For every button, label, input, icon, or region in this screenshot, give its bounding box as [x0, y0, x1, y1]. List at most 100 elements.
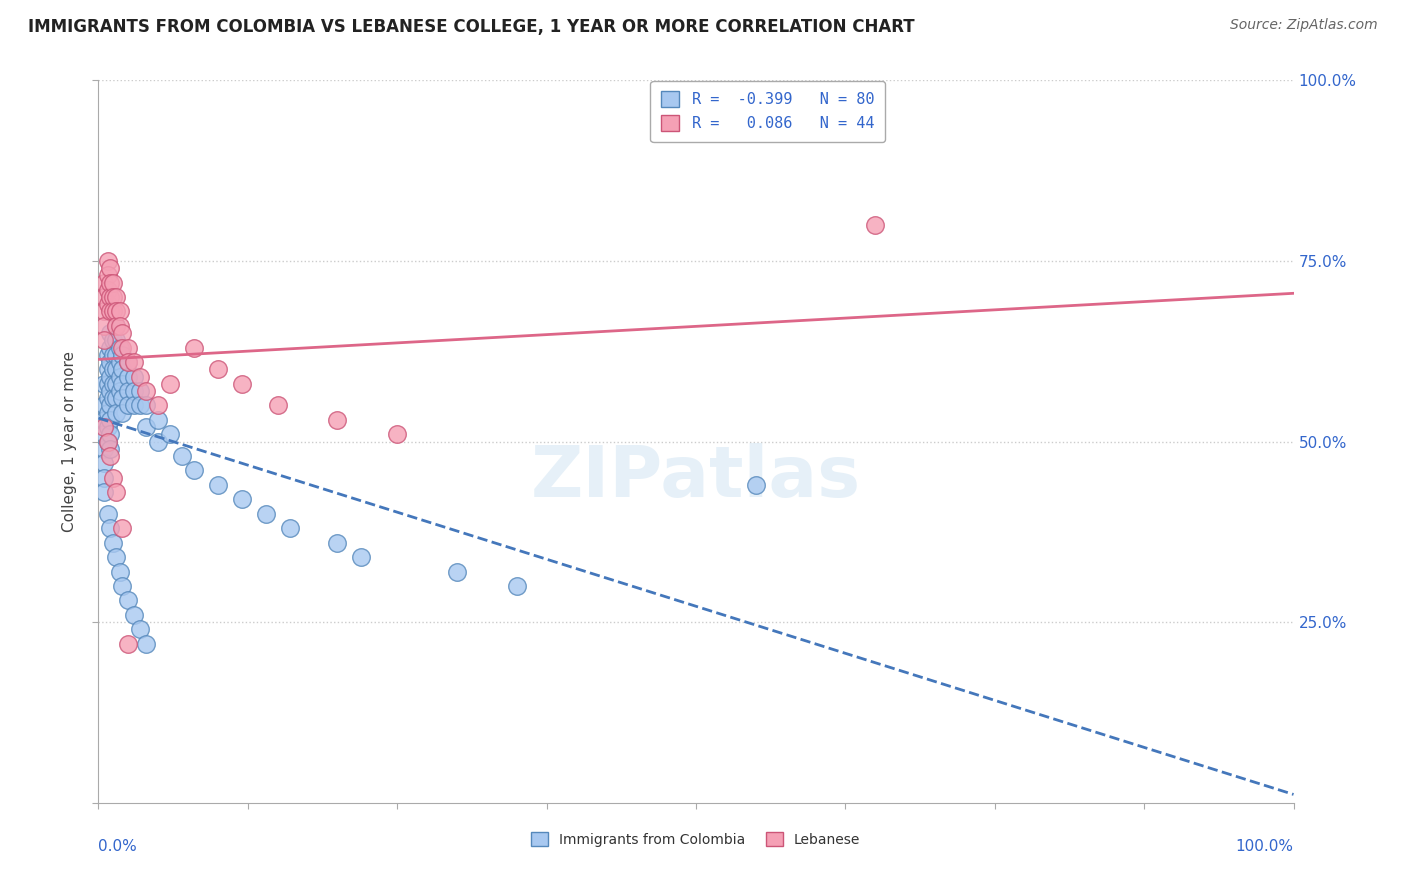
Point [117, 384, 139, 398]
Text: ZIPatlas: ZIPatlas [531, 443, 860, 512]
Point [93, 304, 115, 318]
Point [97, 268, 120, 283]
Y-axis label: College, 1 year or more: College, 1 year or more [62, 351, 77, 532]
Point [93, 470, 115, 484]
Point [93, 442, 115, 456]
Point [117, 637, 139, 651]
Point [148, 434, 170, 449]
Point [446, 565, 468, 579]
Point [105, 391, 128, 405]
Point [124, 607, 146, 622]
Point [117, 369, 139, 384]
Point [98, 276, 122, 290]
Point [105, 485, 128, 500]
Point [117, 341, 139, 355]
Point [108, 565, 131, 579]
Point [98, 341, 122, 355]
Point [108, 355, 131, 369]
Point [105, 550, 128, 565]
Point [97, 376, 120, 391]
Point [183, 463, 205, 477]
Point [101, 334, 124, 348]
Point [124, 355, 146, 369]
Point [207, 478, 229, 492]
Point [183, 341, 205, 355]
Point [105, 304, 128, 318]
Point [111, 391, 134, 405]
Point [98, 355, 122, 369]
Point [117, 355, 139, 369]
Point [111, 521, 134, 535]
Point [93, 376, 115, 391]
Point [111, 341, 134, 355]
Point [93, 290, 115, 304]
Point [101, 391, 124, 405]
Text: Source: ZipAtlas.com: Source: ZipAtlas.com [1230, 18, 1378, 32]
Point [111, 376, 134, 391]
Point [135, 637, 157, 651]
Point [97, 406, 120, 420]
Point [326, 413, 349, 427]
Point [97, 348, 120, 362]
Point [98, 304, 122, 318]
Point [93, 427, 115, 442]
Point [135, 420, 157, 434]
Point [207, 362, 229, 376]
Point [231, 376, 253, 391]
Point [326, 535, 349, 549]
Point [97, 253, 120, 268]
Point [865, 218, 887, 232]
Point [108, 341, 131, 355]
Point [93, 485, 115, 500]
Point [98, 384, 122, 398]
Point [105, 290, 128, 304]
Point [105, 406, 128, 420]
Point [254, 507, 277, 521]
Legend: Immigrants from Colombia, Lebanese: Immigrants from Colombia, Lebanese [524, 825, 868, 854]
Point [124, 384, 146, 398]
Point [111, 326, 134, 340]
Point [350, 550, 373, 565]
Point [101, 376, 124, 391]
Point [93, 318, 115, 333]
Point [111, 348, 134, 362]
Point [97, 434, 120, 449]
Point [278, 521, 301, 535]
Text: 0.0%: 0.0% [98, 838, 138, 854]
Point [117, 593, 139, 607]
Point [97, 420, 120, 434]
Point [93, 334, 115, 348]
Point [231, 492, 253, 507]
Point [105, 362, 128, 376]
Point [98, 326, 122, 340]
Point [129, 384, 152, 398]
Point [98, 369, 122, 384]
Point [111, 579, 134, 593]
Point [159, 376, 181, 391]
Point [93, 276, 115, 290]
Point [93, 398, 115, 412]
Point [97, 507, 120, 521]
Point [93, 456, 115, 470]
Point [98, 290, 122, 304]
Point [117, 355, 139, 369]
Point [124, 369, 146, 384]
Point [98, 398, 122, 412]
Point [101, 290, 124, 304]
Point [93, 413, 115, 427]
Point [148, 398, 170, 412]
Point [159, 427, 181, 442]
Point [93, 420, 115, 434]
Point [111, 362, 134, 376]
Point [101, 276, 124, 290]
Point [97, 434, 120, 449]
Point [105, 348, 128, 362]
Point [97, 362, 120, 376]
Point [108, 318, 131, 333]
Point [97, 297, 120, 311]
Point [385, 427, 409, 442]
Point [101, 348, 124, 362]
Point [129, 369, 152, 384]
Point [135, 398, 157, 412]
Point [172, 449, 194, 463]
